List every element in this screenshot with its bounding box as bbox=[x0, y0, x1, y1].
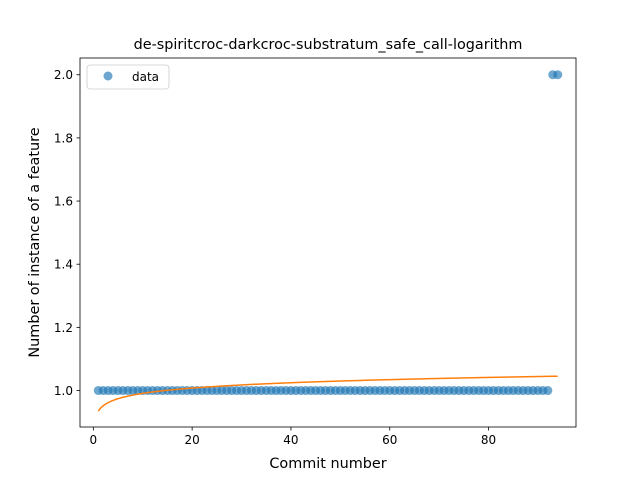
legend-marker-data bbox=[103, 71, 113, 81]
y-tick-label: 1.2 bbox=[54, 321, 73, 335]
scatter-points bbox=[93, 70, 563, 396]
y-tick-label: 2.0 bbox=[54, 68, 73, 82]
legend-box bbox=[86, 64, 170, 90]
chart-title: de-spiritcroc-darkcroc-substratum_safe_c… bbox=[134, 37, 523, 53]
fit-curve bbox=[97, 375, 558, 412]
data-point bbox=[543, 386, 553, 396]
plot-area bbox=[80, 58, 576, 427]
x-axis-label: Commit number bbox=[269, 456, 386, 472]
legend-label-data: data bbox=[132, 70, 159, 84]
y-axis-ticks: 1.0 1.2 1.4 1.6 1.8 2.0 bbox=[54, 68, 80, 398]
plot-frame bbox=[79, 57, 577, 428]
y-tick-label: 1.8 bbox=[54, 131, 73, 145]
y-tick-label: 1.6 bbox=[54, 195, 73, 209]
fit-curve-group bbox=[97, 375, 558, 412]
x-tick-label: 60 bbox=[382, 433, 397, 447]
x-tick-label: 40 bbox=[283, 433, 298, 447]
data-point bbox=[553, 70, 563, 80]
x-tick-label: 80 bbox=[481, 433, 496, 447]
x-tick-label: 0 bbox=[90, 433, 98, 447]
x-axis-ticks: 0 20 40 60 80 bbox=[90, 427, 496, 447]
y-tick-label: 1.0 bbox=[54, 384, 73, 398]
y-axis-label: Number of instance of a feature bbox=[27, 127, 43, 357]
legend: data bbox=[86, 64, 170, 90]
y-tick-label: 1.4 bbox=[54, 258, 73, 272]
x-tick-label: 20 bbox=[185, 433, 200, 447]
